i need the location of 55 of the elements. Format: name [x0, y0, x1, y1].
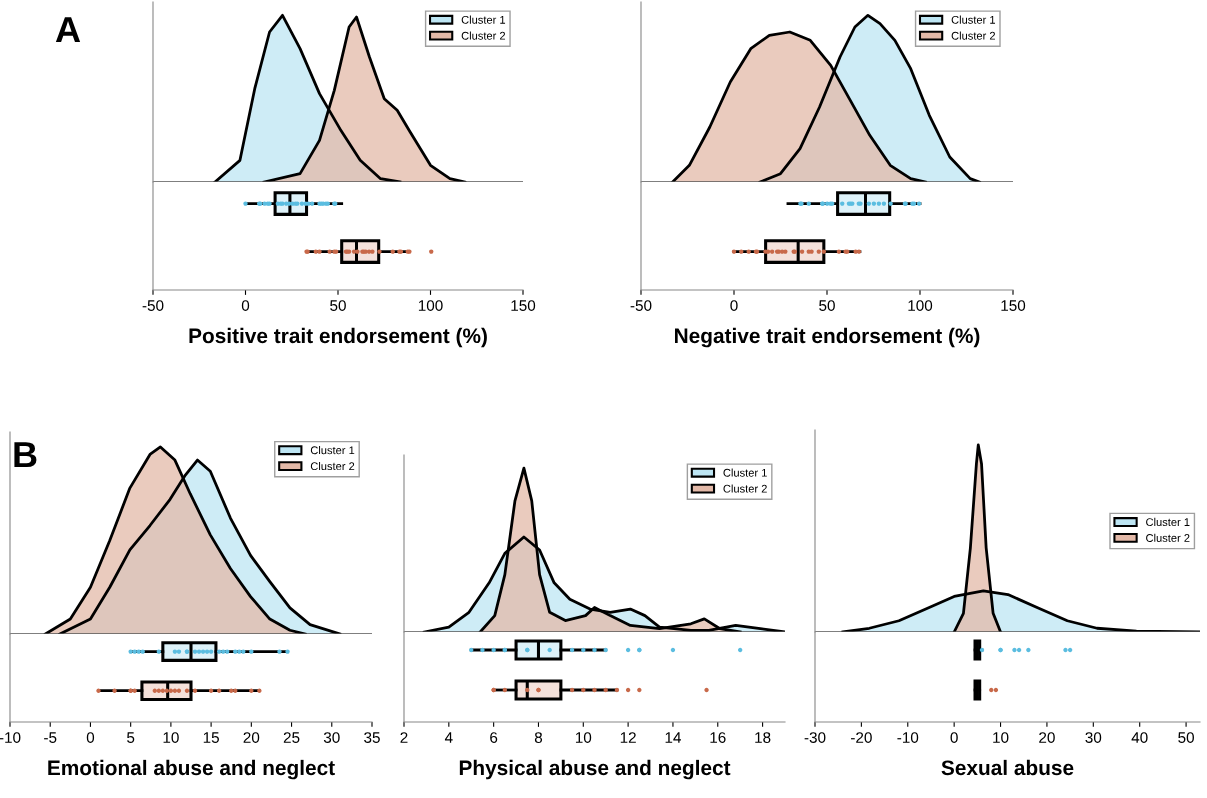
- x-axis-title: Physical abuse and neglect: [459, 759, 731, 780]
- chart-title: A: [55, 17, 81, 42]
- x-tick-label: 15: [203, 732, 219, 743]
- x-tick-label: -30: [804, 732, 826, 743]
- legend-label: Cluster 1: [461, 15, 506, 24]
- x-tick-label: 14: [665, 732, 681, 743]
- x-tick-label: 50: [330, 300, 346, 311]
- legend-label: Cluster 1: [951, 15, 996, 24]
- x-tick-label: 0: [86, 732, 95, 743]
- legend-label: Cluster 1: [723, 468, 767, 477]
- x-tick-label: 10: [575, 732, 592, 743]
- x-tick-label: 5: [127, 732, 135, 743]
- x-tick-label: -20: [851, 732, 872, 743]
- x-tick-label: 0: [241, 300, 250, 311]
- x-tick-label: 16: [710, 732, 726, 743]
- x-tick-label: 10: [163, 732, 179, 743]
- legend-label: Cluster 2: [461, 31, 506, 40]
- x-axis-title: Emotional abuse and neglect: [48, 759, 335, 780]
- x-tick-label: -50: [142, 300, 164, 311]
- x-axis-title: Negative trait endorsement (%): [675, 327, 980, 348]
- legend-label: Cluster 2: [723, 484, 767, 493]
- x-tick-label: -5: [44, 732, 57, 743]
- x-tick-label: 100: [418, 300, 443, 311]
- x-tick-label: 8: [534, 732, 543, 743]
- x-tick-label: 20: [243, 732, 260, 743]
- x-tick-label: 4: [444, 732, 453, 743]
- x-tick-label: 30: [323, 732, 340, 743]
- x-tick-label: 150: [511, 300, 536, 311]
- x-tick-label: 18: [755, 732, 771, 743]
- x-tick-label: 150: [1001, 300, 1026, 311]
- legend-label: Cluster 1: [1146, 517, 1190, 527]
- x-tick-label: 40: [1131, 732, 1148, 743]
- x-tick-label: 20: [1039, 732, 1055, 743]
- x-tick-label: 50: [1178, 732, 1194, 743]
- x-tick-label: 0: [950, 732, 958, 743]
- x-tick-label: 100: [908, 300, 933, 311]
- x-tick-label: 12: [620, 732, 636, 743]
- x-tick-label: -10: [0, 732, 21, 743]
- legend-label: Cluster 2: [1146, 533, 1190, 542]
- x-axis-title: Positive trait endorsement (%): [189, 327, 487, 348]
- x-tick-label: -50: [630, 300, 652, 311]
- x-tick-label: 6: [490, 732, 498, 743]
- x-tick-label: 25: [283, 732, 300, 743]
- legend-label: Cluster 2: [310, 461, 355, 471]
- legend-label: Cluster 1: [310, 446, 355, 455]
- x-tick-label: 2: [400, 732, 408, 743]
- legend-label: Cluster 2: [951, 31, 995, 40]
- x-tick-label: 10: [993, 732, 1009, 743]
- x-tick-label: 35: [364, 732, 380, 743]
- x-tick-label: -10: [897, 732, 919, 743]
- x-tick-label: 50: [819, 300, 835, 311]
- x-axis-title: Sexual abuse: [941, 759, 1074, 776]
- x-tick-label: 0: [730, 300, 738, 311]
- chart-title: B: [14, 442, 37, 467]
- x-tick-label: 30: [1085, 732, 1102, 743]
